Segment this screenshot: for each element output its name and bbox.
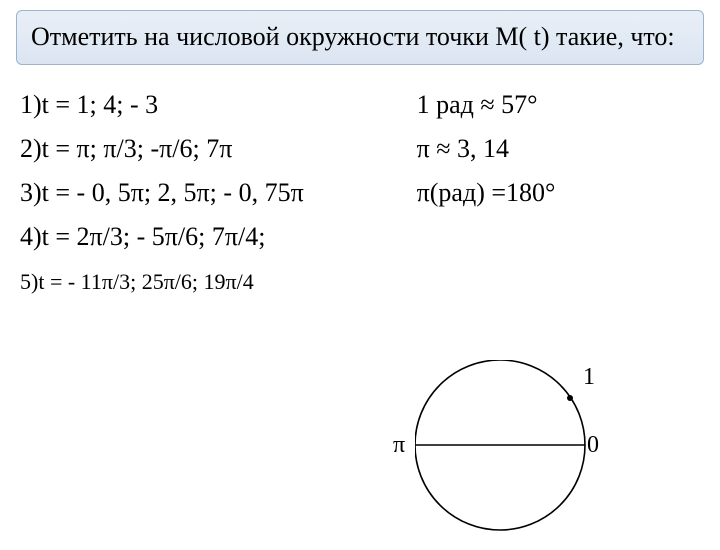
label-one: 1 xyxy=(583,364,595,391)
ref-line-2: π ≈ 3, 14 xyxy=(411,127,700,171)
task-line-2: 2)t = π; π/3; -π/6; 7π xyxy=(20,127,411,171)
tasks-column: 1)t = 1; 4; - 3 2)t = π; π/3; -π/6; 7π 3… xyxy=(20,83,411,305)
task-header-box: Отметить на числовой окружности точки M(… xyxy=(16,10,704,65)
task-header-text: Отметить на числовой окружности точки M(… xyxy=(31,21,689,54)
point-one-rad xyxy=(567,395,573,401)
ref-line-1: 1 рад ≈ 57° xyxy=(411,83,700,127)
task-line-1: 1)t = 1; 4; - 3 xyxy=(20,83,411,127)
unit-circle-diagram: π 0 1 xyxy=(415,360,605,540)
task-line-3: 3)t = - 0, 5π; 2, 5π; - 0, 75π xyxy=(20,171,411,215)
reference-column: 1 рад ≈ 57° π ≈ 3, 14 π(рад) =180° xyxy=(411,83,700,305)
unit-circle-svg xyxy=(415,360,605,535)
label-zero: 0 xyxy=(587,432,599,459)
task-line-5: 5)t = - 11π/3; 25π/6; 19π/4 xyxy=(20,259,411,304)
label-pi: π xyxy=(393,432,405,459)
content-area: 1)t = 1; 4; - 3 2)t = π; π/3; -π/6; 7π 3… xyxy=(20,83,700,305)
task-line-4: 4)t = 2π/3; - 5π/6; 7π/4; xyxy=(20,215,411,259)
ref-line-3: π(рад) =180° xyxy=(411,171,700,215)
